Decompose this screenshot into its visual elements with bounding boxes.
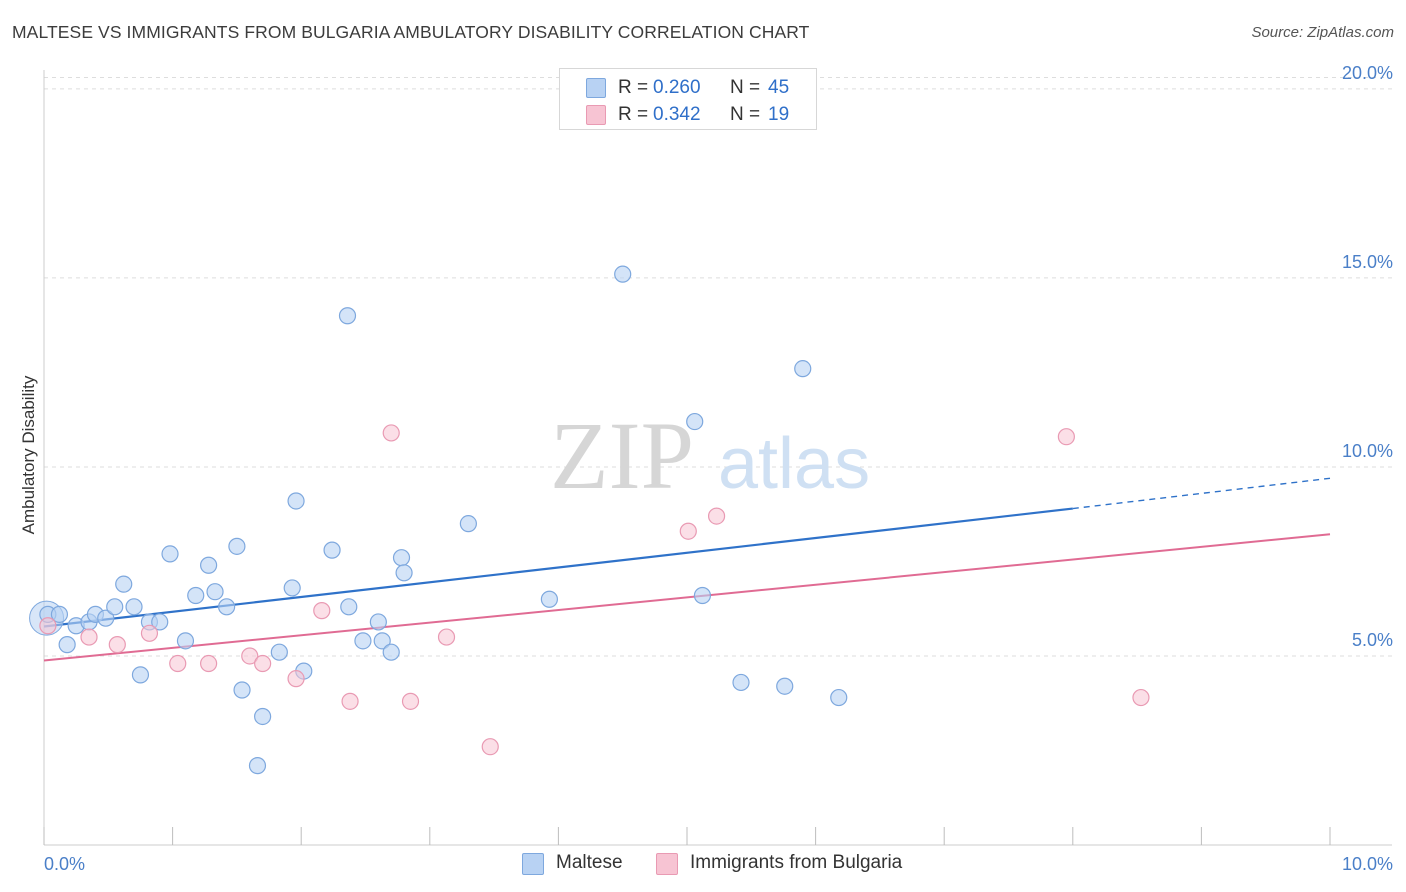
maltese-point — [206, 583, 224, 601]
maltese-point — [354, 632, 372, 650]
x-tick-label: 0.0% — [44, 854, 85, 874]
bulgaria-point — [437, 628, 456, 646]
watermark-atlas: atlas — [718, 424, 870, 504]
chart-title: MALTESE VS IMMIGRANTS FROM BULGARIA AMBU… — [12, 22, 810, 42]
maltese-point — [131, 666, 150, 684]
maltese-point — [283, 579, 301, 597]
maltese-point — [161, 545, 179, 563]
x-tick-labels: 0.0% 10.0% — [44, 854, 1393, 874]
bulgaria-point — [1132, 688, 1150, 707]
bulgaria-point — [108, 636, 126, 654]
maltese-point — [392, 549, 411, 567]
maltese-point — [287, 492, 305, 510]
maltese-point — [176, 632, 195, 650]
y-tick-label: 20.0% — [1342, 63, 1393, 83]
bulgaria-swatch — [656, 853, 678, 875]
maltese-point — [151, 613, 169, 631]
y-axis-label: Ambulatory Disability — [19, 375, 38, 534]
maltese-trend-line — [43, 507, 1073, 628]
legend-label-maltese: Maltese — [556, 852, 623, 873]
bulgaria-point — [401, 692, 420, 710]
maltese-point — [830, 688, 848, 707]
maltese-point — [382, 643, 400, 661]
y-tick-label: 15.0% — [1342, 252, 1393, 272]
watermark-zip: ZIP — [550, 402, 694, 509]
maltese-points — [29, 265, 848, 775]
maltese-point — [270, 643, 288, 661]
maltese-point — [373, 632, 391, 650]
n-value: 45 — [768, 77, 790, 98]
bulgaria-point — [382, 424, 400, 442]
maltese-point — [233, 681, 251, 699]
maltese-point — [395, 564, 413, 582]
maltese-swatch — [522, 853, 544, 875]
y-tick-labels: 5.0% 10.0% 15.0% 20.0% — [1342, 63, 1393, 650]
maltese-point — [115, 575, 133, 593]
bulgaria-point — [1057, 428, 1075, 446]
bulgaria-point — [254, 654, 272, 673]
maltese-point — [369, 613, 387, 631]
maltese-point — [50, 605, 69, 623]
bulgaria-point — [140, 624, 159, 642]
bulgaria-point — [287, 670, 305, 688]
maltese-point — [794, 360, 812, 378]
y-tick-label: 5.0% — [1352, 630, 1393, 650]
stats-legend: R = 0.260 N = 45 R = 0.342 N = 19 — [559, 68, 817, 130]
maltese-point — [125, 598, 143, 616]
bulgaria-point — [707, 507, 726, 525]
bulgaria-point — [679, 522, 697, 540]
maltese-point — [686, 412, 704, 431]
watermark: ZIP atlas — [550, 402, 870, 509]
r-value: 0.260 — [653, 77, 701, 98]
maltese-point — [254, 707, 272, 726]
bulgaria-point — [241, 647, 259, 665]
maltese-point — [106, 598, 124, 616]
n-value: 19 — [768, 104, 790, 125]
maltese-point — [228, 537, 246, 555]
maltese-point — [248, 757, 267, 775]
bulgaria-point — [341, 692, 359, 710]
bulgaria-point — [39, 617, 57, 635]
r-value: 0.342 — [653, 104, 701, 125]
bulgaria-points — [39, 424, 1150, 756]
maltese-point — [218, 598, 236, 616]
maltese-point — [693, 586, 712, 605]
maltese-point — [459, 515, 477, 533]
maltese-point — [340, 598, 358, 616]
r-label: R = — [618, 77, 649, 98]
maltese-point — [58, 636, 76, 654]
n-label: N = — [730, 104, 761, 125]
y-tick-label: 10.0% — [1342, 441, 1393, 461]
bulgaria-point — [313, 602, 331, 620]
maltese-point — [97, 609, 115, 627]
legend-label-bulgaria: Immigrants from Bulgaria — [690, 852, 903, 873]
maltese-swatch — [586, 78, 606, 98]
x-tick-label: 10.0% — [1342, 854, 1393, 874]
maltese-point — [338, 307, 357, 325]
maltese-point — [187, 586, 205, 605]
bulgaria-point — [481, 738, 499, 756]
n-label: N = — [730, 77, 761, 98]
bulgaria-swatch — [586, 105, 606, 125]
bulgaria-point — [169, 654, 187, 673]
trend-lines — [43, 477, 1331, 662]
maltese-point — [614, 265, 632, 283]
bulgaria-trend-line — [43, 533, 1331, 662]
maltese-point — [732, 673, 750, 692]
bulgaria-point — [80, 628, 98, 646]
maltese-point — [776, 677, 794, 695]
axes — [43, 70, 1392, 846]
r-label: R = — [618, 104, 649, 125]
maltese-point — [540, 590, 558, 608]
maltese-point — [200, 556, 218, 574]
bulgaria-point — [200, 654, 218, 673]
maltese-point — [323, 541, 341, 559]
maltese-trend-extension — [1072, 477, 1331, 510]
gridlines — [44, 77, 1392, 657]
source-label: Source: ZipAtlas.com — [1251, 24, 1394, 41]
